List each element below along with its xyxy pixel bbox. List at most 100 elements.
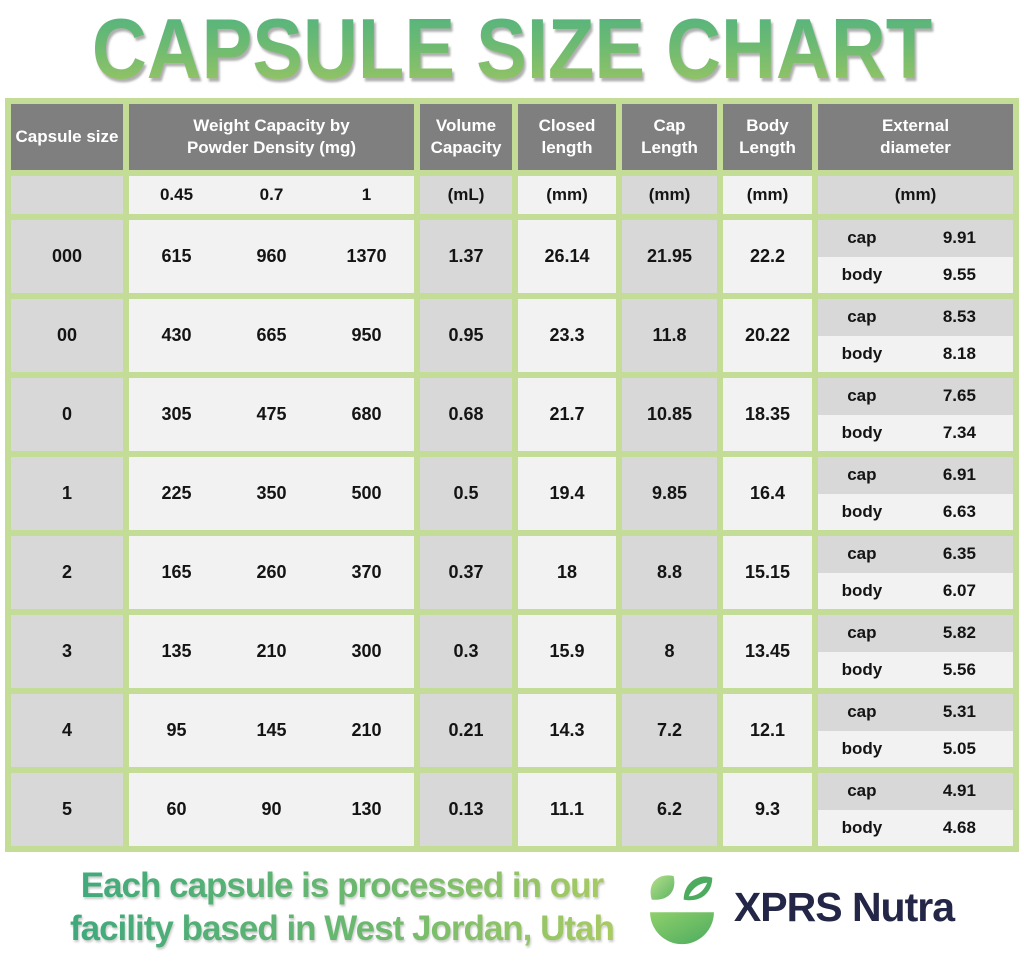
- capsule-size-cell: 00: [11, 299, 123, 372]
- external-diameter-cell: cap 8.53 body 8.18: [818, 299, 1013, 372]
- external-cap-value: 4.91: [942, 781, 976, 801]
- weight-1-value: 500: [351, 483, 382, 503]
- closed-length-cell: 15.9: [518, 615, 616, 688]
- weight-1-value: 210: [351, 720, 382, 740]
- density-045: 0.45: [159, 185, 194, 204]
- cap-length-cell: 8.8: [622, 536, 717, 609]
- external-body-value: 6.07: [942, 580, 976, 600]
- external-diameter-cell: cap 6.35 body 6.07: [818, 536, 1013, 609]
- capsule-size-cell: 1: [11, 457, 123, 530]
- closed-length-cell: 18: [518, 536, 616, 609]
- weight-capacity-cell: 60 90 130: [129, 773, 414, 846]
- weight-capacity-cell: 430 665 950: [129, 299, 414, 372]
- capsule-size-cell: 3: [11, 615, 123, 688]
- external-cap-label: cap: [847, 544, 877, 564]
- volume-capacity-cell: 0.5: [420, 457, 512, 530]
- external-cap-value: 6.91: [942, 465, 976, 485]
- weight-045-value: 305: [161, 404, 192, 424]
- external-cap-value: 5.31: [942, 702, 976, 722]
- cap-length-cell: 6.2: [622, 773, 717, 846]
- body-length-cell: 20.22: [723, 299, 812, 372]
- header-cap-length: Cap Length: [622, 104, 717, 170]
- page-title: CAPSULE SIZE CHART: [91, 1, 933, 97]
- cap-length-cell: 8: [622, 615, 717, 688]
- cap-length-cell: 10.85: [622, 378, 717, 451]
- external-cap-row: cap 7.65: [818, 378, 1013, 415]
- external-cap-label: cap: [847, 623, 877, 643]
- weight-capacity-cell: 95 145 210: [129, 694, 414, 767]
- weight-07-value: 475: [256, 404, 287, 424]
- footer-tagline: Each capsule is processed in our facilit…: [70, 865, 615, 950]
- external-cap-label: cap: [847, 307, 877, 327]
- closed-length-cell: 11.1: [518, 773, 616, 846]
- external-body-row: body 8.18: [818, 335, 1013, 372]
- weight-1-value: 300: [351, 641, 382, 661]
- external-body-row: body 4.68: [818, 809, 1013, 846]
- volume-capacity-cell: 0.3: [420, 615, 512, 688]
- weight-capacity-cell: 305 475 680: [129, 378, 414, 451]
- density-07: 0.7: [259, 185, 284, 204]
- unit-body-length: (mm): [723, 176, 812, 214]
- weight-045-value: 165: [161, 562, 192, 582]
- external-body-value: 6.63: [942, 501, 976, 521]
- external-body-value: 8.18: [942, 343, 976, 363]
- header-volume-capacity: Volume Capacity: [420, 104, 512, 170]
- weight-045-value: 430: [161, 325, 192, 345]
- weight-045-value: 225: [161, 483, 192, 503]
- capsule-table: Capsule size Weight Capacity by Powder D…: [5, 98, 1019, 852]
- volume-capacity-cell: 0.68: [420, 378, 512, 451]
- brand-name: XPRS Nutra: [733, 884, 955, 930]
- external-diameter-cell: cap 5.31 body 5.05: [818, 694, 1013, 767]
- external-cap-row: cap 9.91: [818, 220, 1013, 257]
- external-cap-label: cap: [847, 465, 877, 485]
- external-body-label: body: [841, 501, 883, 521]
- weight-07-value: 260: [256, 562, 287, 582]
- cap-length-cell: 21.95: [622, 220, 717, 293]
- external-cap-label: cap: [847, 702, 877, 722]
- weight-capacity-cell: 615 960 1370: [129, 220, 414, 293]
- external-body-row: body 6.63: [818, 493, 1013, 530]
- weight-1-value: 950: [351, 325, 382, 345]
- mortar-leaf-icon: [649, 874, 714, 944]
- volume-capacity-cell: 0.13: [420, 773, 512, 846]
- unit-cap-length: (mm): [622, 176, 717, 214]
- external-body-row: body 5.05: [818, 730, 1013, 767]
- external-diameter-cell: cap 4.91 body 4.68: [818, 773, 1013, 846]
- external-body-value: 5.56: [942, 659, 976, 679]
- external-body-label: body: [841, 343, 883, 363]
- weight-1-value: 1370: [346, 246, 387, 266]
- title-bar: CAPSULE SIZE CHART: [0, 0, 1024, 98]
- weight-1-value: 370: [351, 562, 382, 582]
- body-length-cell: 9.3: [723, 773, 812, 846]
- header-body-length: Body Length: [723, 104, 812, 170]
- weight-07-value: 350: [256, 483, 287, 503]
- capsule-size-cell: 0: [11, 378, 123, 451]
- external-body-row: body 5.56: [818, 651, 1013, 688]
- external-body-value: 7.34: [942, 422, 976, 442]
- weight-capacity-cell: 165 260 370: [129, 536, 414, 609]
- external-cap-row: cap 6.35: [818, 536, 1013, 573]
- header-external-diameter: External diameter: [818, 104, 1013, 170]
- external-cap-label: cap: [847, 386, 877, 406]
- weight-1-value: 680: [351, 404, 382, 424]
- external-diameter-cell: cap 9.91 body 9.55: [818, 220, 1013, 293]
- brand-logo: XPRS Nutra: [640, 866, 955, 950]
- external-body-value: 9.55: [942, 264, 976, 284]
- external-cap-label: cap: [847, 781, 877, 801]
- closed-length-cell: 14.3: [518, 694, 616, 767]
- unit-capsule-size-empty: [11, 176, 123, 214]
- external-body-label: body: [841, 738, 883, 758]
- external-cap-value: 8.53: [942, 307, 976, 327]
- external-cap-value: 7.65: [942, 386, 976, 406]
- capsule-size-cell: 000: [11, 220, 123, 293]
- weight-045-value: 135: [161, 641, 192, 661]
- external-cap-value: 6.35: [942, 544, 976, 564]
- body-length-cell: 22.2: [723, 220, 812, 293]
- weight-045-value: 60: [166, 799, 187, 819]
- weight-045-value: 615: [161, 246, 192, 266]
- body-length-cell: 15.15: [723, 536, 812, 609]
- header-capsule-size: Capsule size: [11, 104, 123, 170]
- cap-length-cell: 11.8: [622, 299, 717, 372]
- capsule-size-cell: 4: [11, 694, 123, 767]
- closed-length-cell: 19.4: [518, 457, 616, 530]
